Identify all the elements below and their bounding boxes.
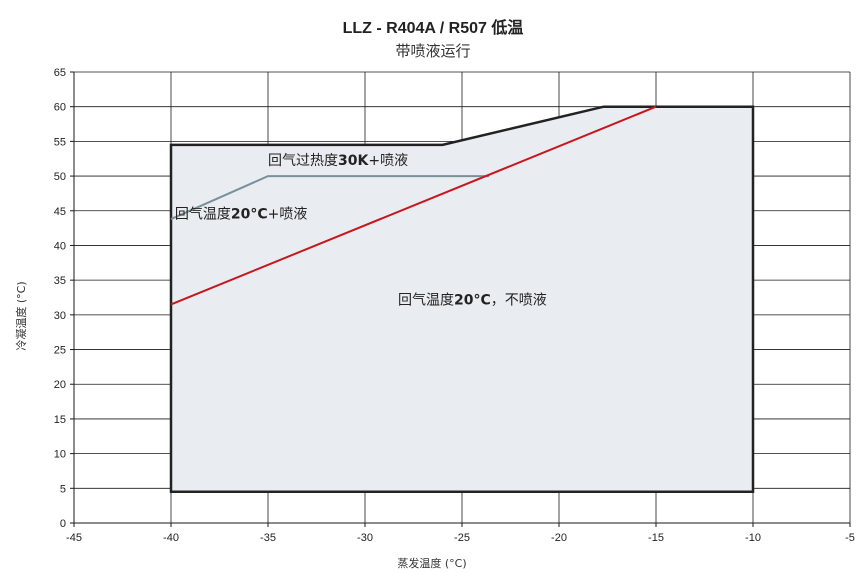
- series-line-envelope: [169, 105, 755, 494]
- y-axis-label: 冷凝温度 (°C): [14, 281, 28, 350]
- x-tick-label: -45: [66, 532, 82, 544]
- y-tick-label: 15: [54, 414, 66, 426]
- series-layer: [169, 105, 755, 494]
- x-tick-label: -25: [454, 532, 470, 544]
- y-tick-label: 30: [54, 310, 66, 322]
- y-tick-label: 0: [60, 518, 66, 530]
- series-line-2: [170, 105, 657, 306]
- y-tick-label: 50: [54, 171, 66, 183]
- chart-subtitle: 带喷液运行: [395, 42, 470, 60]
- x-tick-label: -30: [357, 532, 373, 544]
- y-tick-label: 35: [54, 275, 66, 287]
- y-tick-label: 55: [54, 136, 66, 148]
- y-tick-label: 65: [54, 67, 66, 79]
- x-tick-label: -10: [745, 532, 761, 544]
- x-tick-label: -15: [648, 532, 664, 544]
- y-tick-label: 40: [54, 240, 66, 252]
- x-tick-label: -5: [845, 532, 855, 544]
- annotation-label: 回气温度20°C，不喷液: [398, 292, 547, 308]
- x-tick-label: -40: [163, 532, 179, 544]
- annotation-label: 回气过热度30K+喷液: [268, 153, 408, 169]
- y-tick-label: 10: [54, 449, 66, 461]
- annotation-label: 回气温度20°C+喷液: [175, 206, 308, 222]
- series-line-1: [170, 175, 490, 221]
- y-tick-label: 5: [60, 483, 66, 495]
- y-tick-label: 25: [54, 345, 66, 357]
- y-tick-label: 60: [54, 102, 66, 114]
- x-tick-label: -20: [551, 532, 567, 544]
- x-tick-label: -35: [260, 532, 276, 544]
- y-tick-label: 45: [54, 206, 66, 218]
- chart-title: LLZ - R404A / R507 低温: [343, 18, 524, 37]
- axes: 0 5 10 15 20 25 30 35 40 45 50 55 60 65 -45 -40 -35 -30 -2…: [54, 67, 855, 544]
- x-axis-label: 蒸发温度 (°C): [397, 556, 466, 570]
- y-tick-label: 20: [54, 379, 66, 391]
